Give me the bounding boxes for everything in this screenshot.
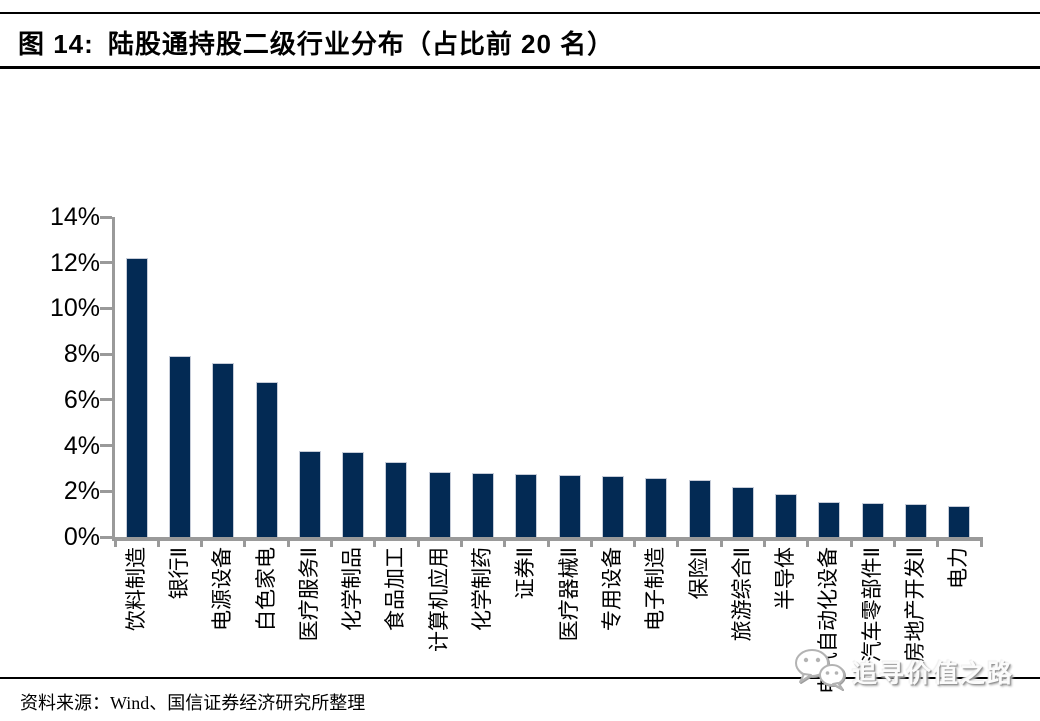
x-axis-label-text: 证券Ⅱ [514, 547, 538, 600]
bar [342, 452, 365, 537]
top-rule [0, 12, 1040, 14]
x-axis-label-text: 电子制造 [644, 547, 668, 631]
x-axis-label-text: 汽车零部件Ⅱ [860, 547, 884, 663]
x-tick [806, 537, 810, 547]
x-tick [156, 537, 160, 547]
x-tick [503, 537, 507, 547]
y-axis-label: 4% [63, 431, 100, 460]
bar [861, 502, 884, 537]
x-tick [200, 537, 204, 547]
x-axis-label-text: 半导体 [774, 547, 798, 610]
bar [125, 258, 148, 537]
bar [428, 471, 451, 537]
figure-title: 图 14: 陆股通持股二级行业分布（占比前 20 名） [18, 24, 614, 61]
plot-area [100, 215, 983, 547]
bar [645, 477, 668, 537]
x-axis-label-text: 保险Ⅱ [687, 547, 711, 600]
x-axis-label-text: 电源设备 [211, 547, 235, 631]
y-axis-label: 14% [49, 203, 100, 231]
y-tick [100, 352, 112, 356]
bar [818, 501, 841, 537]
y-tick [100, 398, 112, 402]
figure-title-text: 陆股通持股二级行业分布（占比前 20 名） [107, 29, 615, 59]
y-axis-label: 10% [49, 294, 100, 323]
x-tick [763, 537, 766, 547]
x-axis-label: 计算机应用 [418, 547, 461, 721]
x-axis-label: 旅游综合Ⅱ [721, 547, 764, 721]
bar [515, 474, 538, 537]
bar [255, 381, 278, 537]
x-axis-label-text: 饮料制造 [124, 547, 148, 631]
x-tick [330, 537, 333, 547]
x-tick [286, 537, 290, 547]
x-tick [459, 537, 463, 547]
x-axis-label-text: 专用设备 [600, 547, 624, 631]
x-tick [243, 537, 247, 547]
bar [905, 503, 928, 537]
x-tick [416, 537, 420, 547]
x-axis-label-text: 食品加工 [384, 547, 408, 631]
x-tick [719, 537, 723, 547]
bar-chart: 0% 2% 4% 6% 8% 10% 12% 14% 饮料制造 银行Ⅱ 电源设备 白色家电 医疗服务Ⅱ… [0, 100, 1040, 694]
bar [688, 479, 711, 537]
x-axis-label: 专用设备 [591, 547, 634, 721]
watermark-text: 追寻价值之路 [851, 659, 1014, 688]
source-note: 资料来源：Wind、国信证券经济研究所整理 [20, 693, 366, 713]
bar [731, 486, 754, 537]
y-tick [100, 215, 112, 219]
x-axis-label-text: 医疗服务Ⅱ [297, 547, 321, 642]
x-axis-label: 食品加工 [375, 547, 418, 721]
x-axis-label-text: 医疗器械Ⅱ [557, 547, 581, 642]
x-axis-label: 医疗器械Ⅱ [548, 547, 591, 721]
bar [775, 493, 798, 537]
x-axis-label-text: 化学制药 [471, 547, 495, 631]
y-axis-label: 6% [63, 385, 100, 414]
x-axis-label-text: 化学制品 [341, 547, 365, 631]
x-axis-label: 证券Ⅱ [505, 547, 548, 721]
bar [948, 506, 971, 537]
y-axis-labels: 0% 2% 4% 6% 8% 10% 12% 14% [0, 100, 100, 560]
x-axis-label: 电子制造 [635, 547, 678, 721]
bar [298, 451, 321, 537]
y-tick [100, 489, 112, 493]
x-axis-label-text: 计算机应用 [427, 547, 451, 652]
x-tick [373, 537, 377, 547]
x-axis-label: 保险Ⅱ [678, 547, 721, 721]
x-axis-label-text: 旅游综合Ⅱ [730, 547, 754, 642]
bar [212, 363, 235, 537]
x-tick [633, 537, 637, 547]
x-tick [546, 537, 550, 547]
y-axis-label: 0% [63, 523, 100, 551]
bar [601, 476, 624, 537]
x-axis-label: 化学制药 [461, 547, 504, 721]
y-axis-label: 2% [63, 477, 100, 506]
x-axis-label-text: 白色家电 [254, 547, 278, 631]
bottom-rule [0, 677, 1040, 679]
bar [558, 475, 581, 537]
bar [168, 356, 191, 537]
figure-number: 图 14: [18, 29, 94, 59]
x-tick [936, 537, 940, 547]
y-tick [100, 535, 112, 539]
watermark: 追寻价值之路 [794, 648, 1014, 695]
y-tick [100, 444, 112, 448]
x-axis-label-text: 房地产开发Ⅱ [904, 547, 928, 663]
title-divider-rule [0, 66, 1040, 69]
x-tick [589, 537, 593, 547]
x-tick [849, 537, 853, 547]
y-axis-label: 8% [63, 340, 100, 369]
y-tick [100, 306, 112, 310]
wechat-icon [794, 648, 846, 695]
x-axis-label-text: 银行Ⅱ [167, 547, 191, 600]
x-tick [113, 537, 117, 547]
x-tick [676, 537, 680, 547]
y-axis-label: 12% [49, 248, 100, 277]
bar [385, 461, 408, 537]
bar [472, 473, 495, 537]
x-tick [979, 537, 983, 547]
y-tick [100, 261, 112, 265]
x-tick [892, 537, 896, 547]
x-axis-label-text: 电力 [947, 547, 971, 589]
